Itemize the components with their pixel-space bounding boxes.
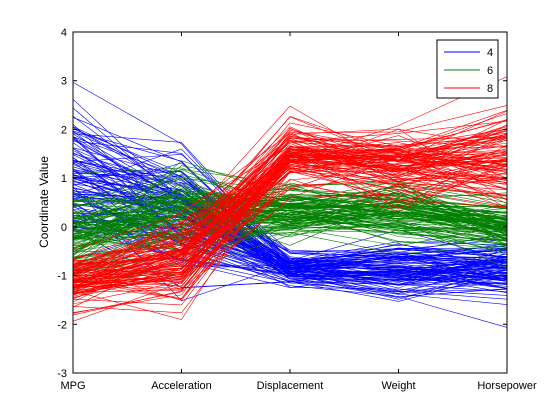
series-8-line (72, 131, 508, 272)
series-8-line (72, 119, 508, 300)
y-tick-label: 4 (61, 27, 67, 39)
series-8-line (72, 151, 508, 320)
series-6-line (72, 194, 508, 236)
y-tick-label: -2 (57, 319, 67, 331)
series-6-line (72, 190, 508, 269)
series-6-line (72, 211, 508, 223)
series-8-line (72, 126, 508, 265)
series-6-line (72, 205, 508, 238)
series-8-line (72, 167, 508, 298)
y-tick-label: -3 (57, 368, 67, 380)
series-8-line (72, 146, 508, 274)
x-tick-label-horsepower: Horsepower (477, 380, 537, 392)
series-8-line (72, 116, 508, 291)
series-4-line (72, 171, 508, 255)
series-6-line (72, 177, 508, 228)
x-tick-label-acceleration: Acceleration (151, 380, 212, 392)
series-8-line (72, 127, 508, 278)
x-axis: MPG Acceleration Displacement Weight Horsepo… (60, 32, 537, 392)
series-4-line (72, 136, 508, 268)
series-6-line (72, 205, 508, 230)
series-8-line (72, 139, 508, 291)
legend: 4 6 8 (436, 39, 499, 99)
series-8-line (72, 76, 508, 269)
series-6-line (72, 204, 508, 240)
series-6-line (72, 206, 508, 235)
series-6-line (72, 189, 508, 224)
series-4-line (72, 220, 508, 282)
x-tick-label-displacement: Displacement (257, 380, 324, 392)
series-6-line (72, 217, 508, 240)
series-6-line (72, 185, 508, 269)
series-4-line (72, 180, 508, 291)
series-4-line (72, 160, 508, 260)
series-8-line (72, 151, 508, 305)
series-8-lines (72, 76, 508, 322)
series-6-line (72, 222, 508, 267)
series-8-line (72, 132, 508, 303)
y-axis: -3 -2 -1 0 1 2 3 4 (57, 27, 507, 380)
y-tick-label: 0 (61, 222, 67, 234)
series-8-line (72, 150, 508, 316)
y-tick-label: -1 (57, 271, 67, 283)
series-6-line (72, 218, 508, 241)
series-4-line (72, 117, 508, 263)
x-tick-label-mpg: MPG (60, 380, 85, 392)
series-6-line (72, 174, 508, 231)
data-lines (72, 76, 508, 328)
series-4-line (72, 133, 508, 262)
series-8-line (72, 150, 508, 313)
series-8-line (72, 137, 508, 282)
series-6-line (72, 195, 508, 220)
x-tick-label-weight: Weight (381, 380, 415, 392)
y-tick-label: 2 (61, 124, 67, 136)
series-6-line (72, 226, 508, 249)
y-axis-label: Coordinate Value (37, 156, 51, 248)
series-6-lines (72, 160, 508, 290)
series-6-line (72, 182, 508, 231)
series-6-line (72, 189, 508, 241)
series-8-line (72, 158, 508, 300)
series-6-line (72, 189, 508, 208)
series-8-line (72, 165, 508, 291)
series-8-line (72, 122, 508, 253)
y-tick-label: 3 (61, 76, 67, 88)
series-8-line (72, 144, 508, 301)
series-4-line (72, 152, 508, 284)
series-4-line (72, 130, 508, 269)
series-8-line (72, 105, 508, 266)
series-8-line (72, 155, 508, 281)
legend-label-4: 4 (487, 47, 493, 59)
y-tick-label: 1 (61, 173, 67, 185)
series-8-line (72, 132, 508, 265)
series-8-line (72, 141, 508, 284)
series-8-line (72, 113, 508, 267)
legend-label-6: 6 (487, 65, 493, 77)
series-6-line (72, 229, 508, 240)
legend-label-8: 8 (487, 83, 493, 95)
series-6-line (72, 201, 508, 233)
series-8-line (72, 149, 508, 300)
series-6-line (72, 178, 508, 235)
series-8-line (72, 165, 508, 288)
